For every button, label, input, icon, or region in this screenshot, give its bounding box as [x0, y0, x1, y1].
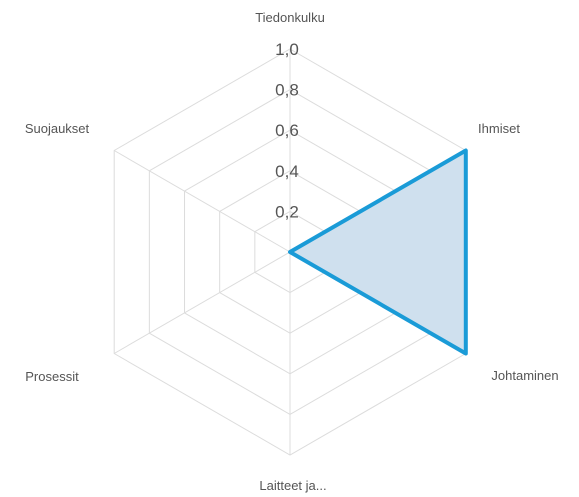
category-label: Laitteet ja... — [259, 478, 326, 493]
category-label: Tiedonkulku — [255, 10, 325, 25]
category-label: Suojaukset — [25, 121, 90, 136]
tick-label: 0,2 — [275, 202, 299, 221]
category-label: Johtaminen — [491, 368, 558, 383]
category-label-layer: Tiedonkulku Ihmiset Johtaminen Laitteet ja.… — [25, 10, 559, 493]
grid-spoke-6 — [113, 150, 291, 253]
category-label: Ihmiset — [478, 121, 520, 136]
category-label: Prosessit — [25, 369, 79, 384]
series-layer — [288, 148, 468, 356]
tick-label: 1,0 — [275, 40, 299, 59]
tick-label: 0,4 — [275, 162, 299, 181]
tick-label: 0,6 — [275, 121, 299, 140]
tick-label-layer: 0,2 0,4 0,6 0,8 1,0 — [275, 40, 299, 221]
series-area-1 — [288, 148, 468, 356]
tick-label: 0,8 — [275, 81, 299, 100]
grid-spoke-5 — [113, 251, 291, 354]
